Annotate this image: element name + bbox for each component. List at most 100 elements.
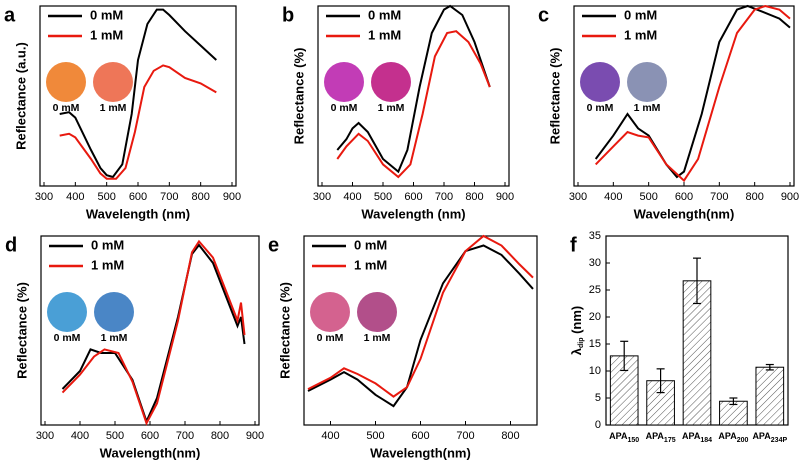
x-tick-label: APA234P [752, 431, 787, 443]
x-tick-label: APA150 [609, 431, 639, 443]
x-tick-label: 800 [465, 191, 483, 203]
inset-label: 0 mM [587, 102, 614, 114]
legend-label: 1 mM [624, 27, 657, 42]
line-series [59, 64, 217, 180]
inset-photo [47, 292, 87, 332]
error-bar [656, 368, 665, 394]
y-tick-label: 10 [589, 365, 601, 377]
x-tick-label: 500 [106, 430, 124, 442]
x-tick-label: 600 [411, 430, 429, 442]
x-tick-label: 600 [404, 191, 422, 203]
legend-label: 0 mM [91, 237, 124, 252]
x-tick-label: 500 [374, 191, 392, 203]
line-series [594, 4, 791, 183]
legend-label: 1 mM [354, 257, 387, 272]
inset-photo [94, 292, 134, 332]
x-tick-label: 400 [66, 191, 84, 203]
legend-label: 1 mM [90, 27, 123, 42]
x-axis-title: Wavelength(nm) [100, 445, 201, 460]
x-tick-label: 400 [604, 191, 622, 203]
legend-label: 0 mM [368, 7, 401, 22]
x-tick-label: 400 [71, 430, 89, 442]
x-tick-label: 300 [313, 191, 331, 203]
x-tick-label: 900 [223, 191, 241, 203]
line-series [336, 4, 491, 174]
x-tick-label: 500 [639, 191, 657, 203]
error-bar [620, 340, 629, 372]
x-axis-title: Wavelength(nm) [634, 206, 735, 221]
x-tick-label: 600 [675, 191, 693, 203]
x-tick-label: 700 [176, 430, 194, 442]
panel-label: d [5, 234, 17, 256]
y-tick-label: 15 [589, 338, 601, 350]
line-series [307, 234, 534, 398]
inset-label: 0 mM [317, 332, 344, 344]
y-tick-label: 30 [589, 257, 601, 269]
x-tick-label: 700 [435, 191, 453, 203]
inset-photo [371, 62, 411, 102]
x-tick-label: 700 [160, 191, 178, 203]
y-tick-label: 20 [589, 311, 601, 323]
line-series [61, 239, 246, 426]
x-tick-label: APA200 [718, 431, 748, 443]
inset-photo [93, 62, 133, 102]
x-tick-label: 800 [211, 430, 229, 442]
x-tick-label: 500 [97, 191, 115, 203]
legend-label: 0 mM [90, 7, 123, 22]
y-axis-title: Reflectance (%) [14, 282, 29, 379]
x-tick-label: APA175 [646, 431, 676, 443]
x-tick-label: 300 [35, 191, 53, 203]
y-tick-label: 35 [589, 230, 601, 242]
x-tick-label: 900 [496, 191, 514, 203]
error-bar [693, 257, 701, 305]
x-tick-label: 800 [191, 191, 209, 203]
panel-label: f [570, 234, 577, 256]
inset-label: 1 mM [378, 102, 405, 114]
line-series [61, 243, 246, 425]
y-tick-label: 25 [589, 284, 601, 296]
inset-label: 1 mM [364, 332, 391, 344]
x-tick-label: 800 [745, 191, 763, 203]
y-tick-label: 0 [595, 419, 601, 431]
legend-label: 0 mM [354, 237, 387, 252]
x-tick-label: 300 [36, 430, 54, 442]
error-bar [729, 397, 738, 406]
legend-label: 1 mM [368, 27, 401, 42]
x-tick-label: 700 [456, 430, 474, 442]
line-series [59, 8, 217, 179]
inset-label: 0 mM [331, 102, 358, 114]
x-axis-title: Wavelength (nm) [86, 206, 190, 221]
x-tick-label: APA184 [682, 431, 712, 443]
line-series [307, 244, 534, 408]
inset-label: 0 mM [54, 332, 81, 344]
panel-label: a [4, 4, 16, 26]
inset-photo [310, 292, 350, 332]
inset-label: 1 mM [100, 102, 127, 114]
x-tick-label: 400 [321, 430, 339, 442]
inset-label: 1 mM [634, 102, 661, 114]
panel-label: b [282, 4, 294, 26]
y-tick-label: 5 [595, 392, 601, 404]
x-tick-label: 500 [366, 430, 384, 442]
x-tick-label: 900 [246, 430, 264, 442]
x-axis-title: Wavelength(nm) [370, 445, 471, 460]
panel-label: e [268, 234, 279, 256]
bar [755, 366, 785, 426]
y-axis-title: Reflectance (%) [277, 282, 292, 379]
y-axis-title: λdip (nm) [569, 306, 584, 356]
x-tick-label: 600 [129, 191, 147, 203]
bar [682, 280, 712, 426]
error-bar [765, 363, 774, 371]
y-axis-title: Reflectance (a.u.) [13, 42, 28, 150]
line-series [336, 30, 491, 179]
inset-photo [324, 62, 364, 102]
legend-label: 1 mM [91, 257, 124, 272]
x-tick-label: 600 [141, 430, 159, 442]
legend-label: 0 mM [624, 7, 657, 22]
inset-photo [627, 62, 667, 102]
y-axis-title: Reflectance (%) [547, 48, 562, 145]
inset-photo [357, 292, 397, 332]
x-tick-label: 800 [501, 430, 519, 442]
x-tick-label: 700 [710, 191, 728, 203]
